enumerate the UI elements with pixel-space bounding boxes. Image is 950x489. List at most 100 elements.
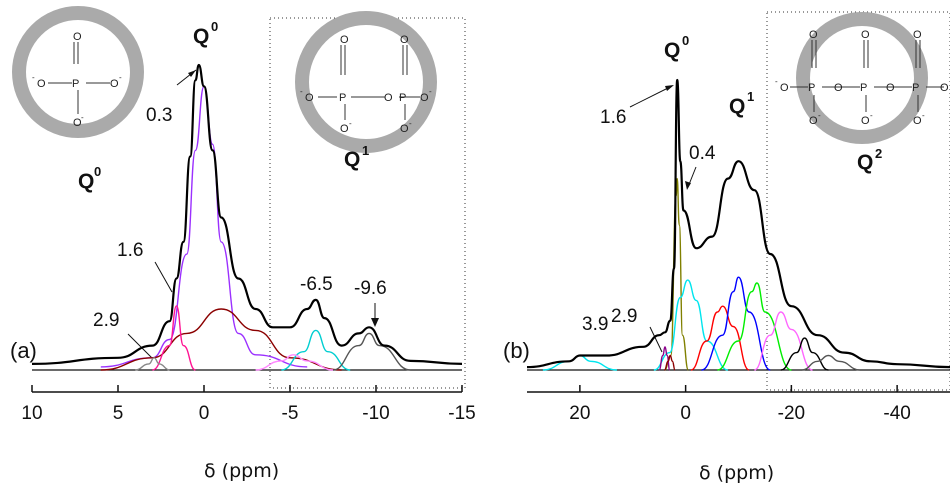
q0-peak-label-b: Q [664, 39, 680, 62]
svg-text:O: O [809, 29, 818, 41]
annotation-minus-9.6: -9.6 [354, 278, 387, 299]
component-line [135, 357, 170, 371]
q2-region-box-b [766, 11, 950, 391]
q0-peak-label-a: Q [193, 25, 209, 48]
svg-text:O: O [861, 115, 870, 127]
svg-text:O: O [73, 31, 82, 43]
series-group-a [31, 63, 463, 371]
q2-structure-b: O O O P P P O - O O O O - O - O - [775, 12, 949, 144]
svg-text:O: O [809, 115, 818, 127]
svg-text:O: O [400, 123, 409, 135]
x-axis-label-a: δ (ppm) [204, 460, 279, 482]
q0-peak-sup-b: 0 [682, 33, 689, 48]
component-line [780, 337, 829, 371]
svg-text:-: - [409, 119, 412, 128]
svg-text:P: P [72, 78, 79, 90]
q1-structure-label: Q [344, 148, 360, 171]
q1-peak-sup-b: 1 [747, 89, 754, 104]
component-line [717, 282, 792, 371]
component-line [255, 354, 334, 371]
panel-label-b: (b) [503, 338, 530, 363]
svg-text:O: O [834, 82, 843, 94]
x-ticks-a: 10 5 0 -5 -10 -15 [21, 385, 476, 424]
annotation-b-1.6: 1.6 [600, 107, 626, 128]
svg-text:P: P [339, 92, 346, 104]
q1-structure-sup: 1 [362, 143, 369, 158]
component-line [664, 354, 676, 371]
svg-text:O: O [861, 29, 870, 41]
svg-text:O: O [400, 34, 409, 46]
q1-region-box-a [269, 17, 466, 389]
spectrum-line [526, 78, 950, 369]
x-tick-label: 0 [680, 403, 691, 424]
x-tick-label: -40 [883, 403, 910, 424]
component-line [801, 354, 861, 371]
annotation-b-3.9: 3.9 [582, 314, 608, 335]
svg-text:O: O [340, 123, 349, 135]
component-line [332, 332, 411, 371]
x-tick-label: -20 [778, 403, 805, 424]
component-line [100, 85, 308, 368]
x-ticks-b: 20 0 -20 -40 [569, 385, 911, 424]
x-tick-label: -10 [362, 403, 389, 424]
svg-text:-: - [300, 87, 303, 96]
x-tick-label: -15 [448, 403, 475, 424]
svg-text:-: - [119, 73, 122, 82]
svg-text:-: - [32, 73, 35, 82]
q0-structure-a: O P O - O - O - [12, 6, 144, 138]
svg-text:-: - [349, 119, 352, 128]
x-tick-label: -5 [282, 403, 299, 424]
component-line [754, 311, 813, 371]
component-line [152, 305, 196, 371]
svg-text:-: - [818, 111, 821, 120]
svg-text:O: O [886, 82, 895, 94]
component-line [653, 279, 729, 371]
svg-text:P: P [912, 82, 919, 94]
svg-text:O: O [913, 29, 922, 41]
svg-text:O: O [420, 92, 429, 104]
x-tick-label: 0 [199, 403, 210, 424]
panel-label-a: (a) [10, 338, 37, 363]
component-line [690, 305, 750, 371]
q2-structure-label: Q [857, 151, 873, 174]
svg-text:O: O [780, 82, 789, 94]
panel-b: O O O P P P O - O O O O - O - O - Q 2 Q … [503, 11, 950, 484]
svg-text:-: - [922, 111, 925, 120]
x-axis-label-b: δ (ppm) [699, 462, 774, 484]
svg-text:O: O [110, 78, 119, 90]
svg-text:P: P [808, 82, 815, 94]
svg-text:P: P [399, 92, 406, 104]
q1-peak-label-b: Q [729, 95, 745, 118]
component-line [658, 346, 671, 371]
annotation-b-0.4: 0.4 [689, 143, 716, 164]
q0-structure-label: Q [78, 170, 94, 193]
svg-text:O: O [384, 92, 393, 104]
x-tick-label: 20 [569, 403, 590, 424]
annotation-b-2.9: 2.9 [611, 306, 637, 327]
svg-text:O: O [913, 115, 922, 127]
x-tick-label: 5 [113, 403, 124, 424]
panel-a: O P O - O - O - Q 0 O P O - O [10, 6, 476, 482]
svg-text:O: O [340, 34, 349, 46]
svg-text:P: P [860, 82, 867, 94]
component-line [701, 276, 771, 371]
svg-text:O: O [940, 82, 949, 94]
annotation-1.6: 1.6 [117, 240, 143, 261]
svg-text:-: - [870, 111, 873, 120]
component-line [100, 308, 342, 371]
svg-text:-: - [81, 113, 84, 122]
svg-text:O: O [73, 117, 82, 129]
spectrum-line [31, 63, 463, 365]
q2-structure-sup: 2 [875, 146, 882, 161]
q0-structure-sup: 0 [94, 164, 101, 179]
svg-text:-: - [775, 77, 778, 86]
q1-structure-a: O P O - O O - O P O - O - [295, 11, 437, 153]
svg-text:O: O [37, 78, 46, 90]
component-line [664, 177, 689, 371]
svg-text:-: - [429, 87, 432, 96]
svg-text:O: O [305, 92, 314, 104]
series-group-b [526, 78, 950, 371]
annotation-2.9: 2.9 [93, 310, 119, 331]
annotation-minus-6.5: -6.5 [300, 274, 333, 295]
